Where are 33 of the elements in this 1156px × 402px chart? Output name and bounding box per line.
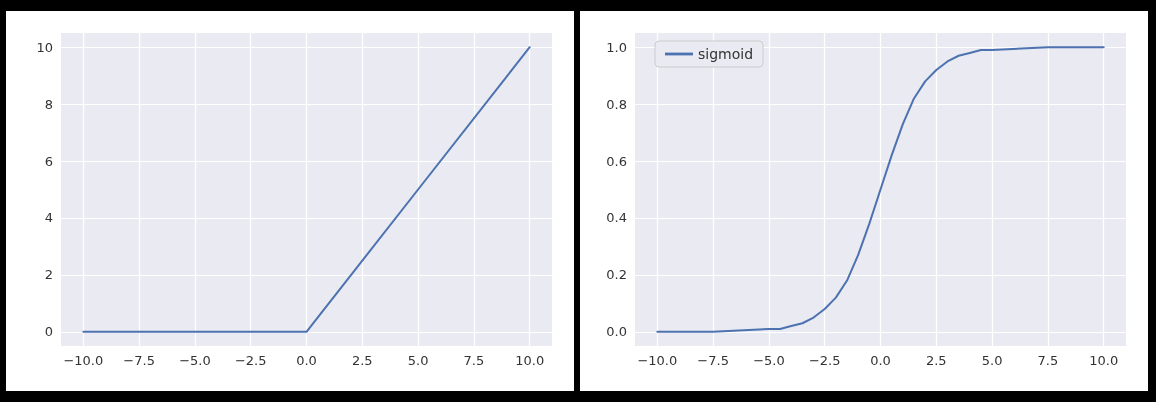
x-tick-label: 10.0 <box>515 353 545 368</box>
y-tick-label: 1.0 <box>606 39 627 55</box>
x-tick-label: 2.5 <box>925 353 947 368</box>
y-tick-label: 0.6 <box>606 153 627 169</box>
line-series <box>82 46 531 333</box>
y-tick-label: 6 <box>44 153 53 169</box>
y-tick-label: 8 <box>44 96 53 112</box>
x-tick-label: 5.0 <box>981 353 1003 368</box>
x-tick-label: −2.5 <box>234 353 267 368</box>
y-tick-label: 0.4 <box>606 210 627 226</box>
y-tick-label: 2 <box>44 267 53 283</box>
x-tick-label: 10.0 <box>1089 353 1119 368</box>
x-tick-label: −5.0 <box>179 353 211 368</box>
line-series <box>656 46 1105 333</box>
x-tick-label: −10.0 <box>63 353 104 368</box>
y-tick-label: 4 <box>44 210 53 226</box>
x-tick-label: −10.0 <box>637 353 678 368</box>
y-tick-label: 0.0 <box>606 324 627 340</box>
legend-label: sigmoid <box>698 46 754 62</box>
x-tick-label: −7.5 <box>123 353 155 368</box>
y-tick-label: 0.2 <box>606 267 627 283</box>
x-tick-label: 5.0 <box>407 353 429 368</box>
x-tick-label: −2.5 <box>808 353 841 368</box>
y-tick-label: 0.8 <box>606 96 627 112</box>
x-tick-label: 7.5 <box>463 353 485 368</box>
y-tick-label: 10 <box>36 39 53 55</box>
x-tick-label: −7.5 <box>697 353 729 368</box>
x-tick-label: 0.0 <box>870 353 891 368</box>
x-tick-label: 7.5 <box>1037 353 1059 368</box>
x-tick-label: −5.0 <box>753 353 785 368</box>
x-tick-label: 2.5 <box>351 353 373 368</box>
y-tick-label: 0 <box>44 324 53 340</box>
x-tick-label: 0.0 <box>296 353 317 368</box>
